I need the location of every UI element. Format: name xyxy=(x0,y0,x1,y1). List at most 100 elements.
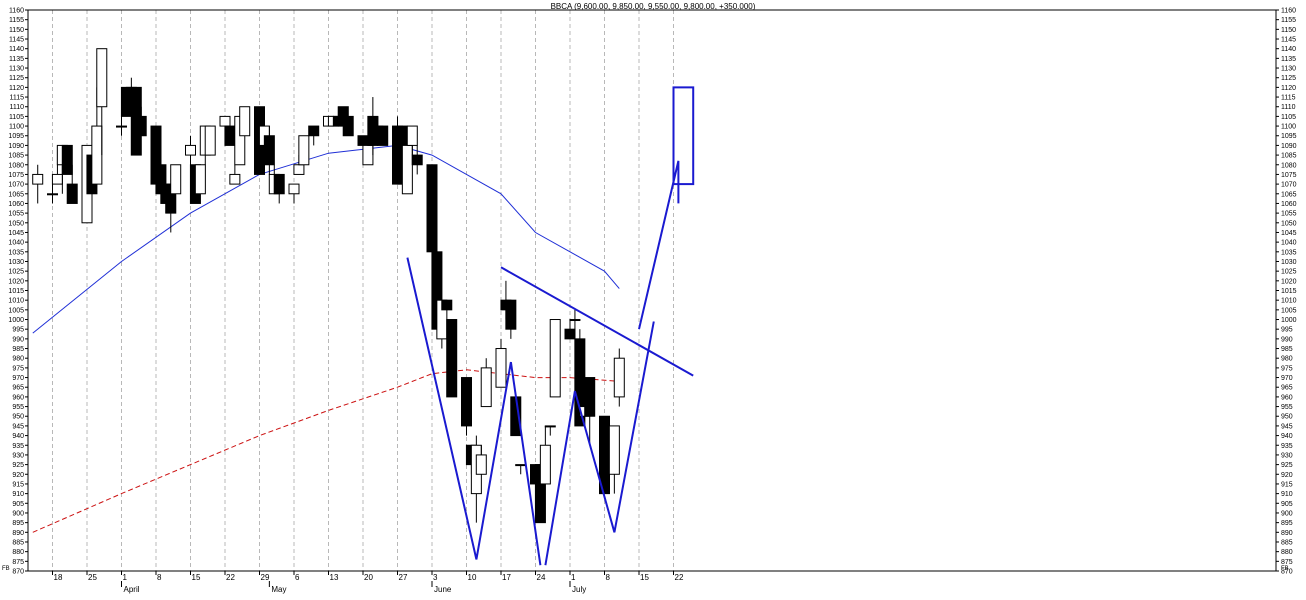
y-tick-label-right: 1120 xyxy=(1281,85,1296,92)
y-tick-label-left: 870 xyxy=(12,569,24,576)
candle-body-up xyxy=(298,135,310,166)
y-tick-label-left: 1140 xyxy=(9,46,24,53)
y-tick-label-right: 1025 xyxy=(1281,269,1297,276)
candle-body-up xyxy=(288,183,300,195)
y-tick-label-left: 930 xyxy=(12,452,24,459)
candle-body-up xyxy=(544,425,556,428)
y-tick-label-left: 1110 xyxy=(9,104,24,111)
y-tick-label-left: 1095 xyxy=(8,133,24,140)
y-tick-label-right: 925 xyxy=(1281,462,1293,469)
x-tick-label: 6 xyxy=(295,573,300,582)
candle-body-up xyxy=(116,125,127,128)
y-tick-label-right: 995 xyxy=(1281,327,1293,334)
y-tick-label-left: 985 xyxy=(12,346,24,353)
x-tick-label: 3 xyxy=(433,573,438,582)
y-tick-label-right: 885 xyxy=(1281,539,1293,546)
y-tick-label-left: 1000 xyxy=(8,317,24,324)
y-tick-label-right: 910 xyxy=(1281,491,1293,498)
grid xyxy=(52,10,674,571)
y-tick-label-right: 1085 xyxy=(1281,153,1297,160)
y-tick-label-right: 945 xyxy=(1281,423,1293,430)
y-tick-label-right: 1035 xyxy=(1281,249,1297,256)
y-tick-label-right: 920 xyxy=(1281,472,1293,479)
y-tick-label-right: 1020 xyxy=(1281,278,1297,285)
y-tick-label-right: 1140 xyxy=(1281,46,1296,53)
y-tick-label-right: 950 xyxy=(1281,414,1293,421)
x-tick-label: 22 xyxy=(675,573,684,582)
candle-body-up xyxy=(185,144,196,156)
y-tick-label-right: 1080 xyxy=(1281,162,1297,169)
y-tick-label-left: 960 xyxy=(12,394,24,401)
x-tick-label: 22 xyxy=(226,573,235,582)
y-tick-label-right: 980 xyxy=(1281,356,1293,363)
y-tick-label-right: 1065 xyxy=(1281,191,1297,198)
month-label: July xyxy=(572,585,586,594)
y-tick-label-right: 985 xyxy=(1281,346,1293,353)
candle-body-up xyxy=(91,125,103,185)
y-tick-label-left: 950 xyxy=(12,414,24,421)
y-tick-label-left: 1085 xyxy=(8,153,24,160)
y-tick-label-right: 965 xyxy=(1281,385,1293,392)
y-tick-label-left: 965 xyxy=(12,385,24,392)
y-tick-label-left: 1055 xyxy=(8,211,24,218)
candle-body-down xyxy=(263,135,275,166)
y-tick-label-left: 1150 xyxy=(9,27,24,34)
y-tick-label-left: 1090 xyxy=(8,143,24,150)
y-tick-label-left: 1010 xyxy=(8,298,24,305)
candle-body-up xyxy=(170,164,182,195)
y-tick-label-left: 1125 xyxy=(9,75,24,82)
y-tick-label-left: 1080 xyxy=(8,162,24,169)
candle-body-up xyxy=(401,144,413,195)
y-tick-label-right: 1070 xyxy=(1281,182,1297,189)
y-tick-label-right: 1005 xyxy=(1281,307,1297,314)
y-tick-label-left: 955 xyxy=(12,404,24,411)
y-tick-label-left: 1105 xyxy=(9,114,24,121)
x-tick-label: 15 xyxy=(640,573,649,582)
y-tick-label-left: 940 xyxy=(12,433,24,440)
candle-body-up xyxy=(51,173,63,185)
y-tick-label-left: 895 xyxy=(12,520,24,527)
candle-body-down xyxy=(61,144,73,175)
y-tick-label-right: 1045 xyxy=(1281,230,1297,237)
candle-body-up xyxy=(480,367,492,408)
y-tick-label-left: 880 xyxy=(12,549,24,556)
candle-body-up xyxy=(32,173,44,185)
moving-average-short-line xyxy=(32,144,620,334)
candle-body-down xyxy=(441,299,453,311)
y-tick-label-left: 1040 xyxy=(8,240,24,247)
x-tick-label: 25 xyxy=(88,573,97,582)
x-tick-label: 8 xyxy=(157,573,162,582)
candle-body-down xyxy=(426,164,438,253)
y-tick-label-left: 1045 xyxy=(8,230,24,237)
y-tick-label-left: 995 xyxy=(12,327,24,334)
candle-body-up xyxy=(194,164,206,195)
candle-body-down xyxy=(411,154,423,166)
candle-body-down xyxy=(461,377,472,427)
y-tick-label-left: 915 xyxy=(12,481,24,488)
y-tick-label-right: 1130 xyxy=(1281,66,1296,73)
y-tick-label-left: 1135 xyxy=(9,56,24,63)
y-tick-label-left: 875 xyxy=(12,559,24,566)
y-tick-label-right: 930 xyxy=(1281,452,1293,459)
y-tick-label-left: 920 xyxy=(12,472,24,479)
y-tick-label-right: 1050 xyxy=(1281,220,1297,227)
candle-body-up xyxy=(613,357,625,398)
y-tick-label-right: 935 xyxy=(1281,443,1293,450)
month-label: May xyxy=(271,585,286,594)
y-tick-label-right: 905 xyxy=(1281,501,1293,508)
y-tick-label-right: 1135 xyxy=(1281,56,1296,63)
y-tick-label-right: 1090 xyxy=(1281,143,1297,150)
y-tick-label-right: 1030 xyxy=(1281,259,1297,266)
candle-body-up xyxy=(239,106,251,137)
x-tick-label: 20 xyxy=(364,573,373,582)
y-tick-label-right: 960 xyxy=(1281,394,1293,401)
candle-body-up xyxy=(219,115,231,127)
candle-body-down xyxy=(273,173,285,195)
y-tick-label-left: 1100 xyxy=(9,124,24,131)
y-tick-label-right: 915 xyxy=(1281,481,1293,488)
candle-body-down xyxy=(308,125,320,137)
candle-body-down xyxy=(66,183,78,204)
pattern-line xyxy=(406,257,542,566)
month-label: April xyxy=(124,585,140,594)
